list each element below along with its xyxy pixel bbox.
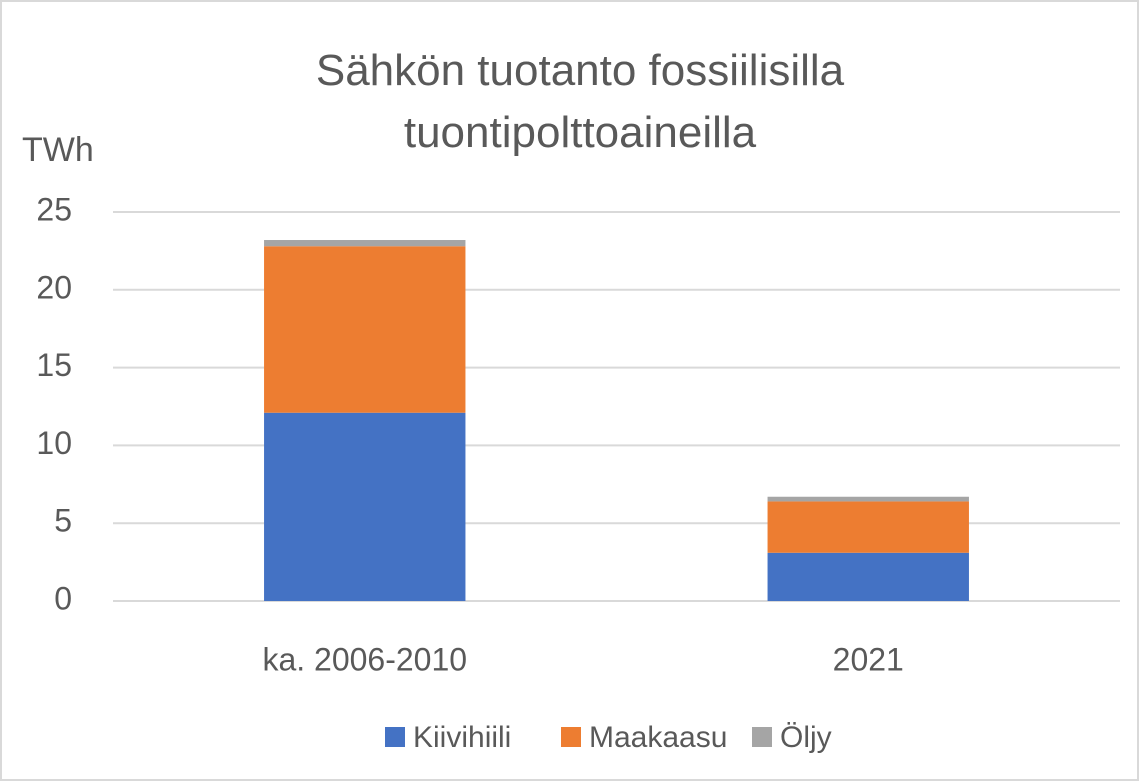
y-tick-label: 10	[36, 425, 72, 461]
chart-title: Sähkön tuotanto fossiilisilla tuontipolt…	[315, 46, 845, 157]
y-tick-label: 5	[54, 503, 72, 539]
bar-segment	[767, 501, 969, 553]
y-tick-label: 0	[54, 580, 72, 616]
y-axis-label: TWh	[22, 131, 94, 169]
x-tick-label: 2021	[833, 641, 904, 677]
legend-label: Kiivihiili	[413, 721, 511, 754]
bar-segment	[767, 496, 969, 502]
bar-segment	[767, 552, 969, 601]
x-tick-label: ka. 2006-2010	[262, 641, 467, 677]
legend-swatch	[385, 727, 405, 747]
bar-segment	[264, 412, 466, 601]
bar-segment	[264, 240, 466, 247]
y-tick-label: 25	[36, 191, 72, 227]
legend-swatch	[561, 727, 581, 747]
legend-swatch	[752, 727, 772, 747]
y-tick-label: 15	[36, 347, 72, 383]
bar-segment	[264, 246, 466, 413]
legend-label: Öljy	[780, 721, 832, 754]
y-tick-label: 20	[36, 269, 72, 305]
legend-label: Maakaasu	[589, 721, 727, 754]
